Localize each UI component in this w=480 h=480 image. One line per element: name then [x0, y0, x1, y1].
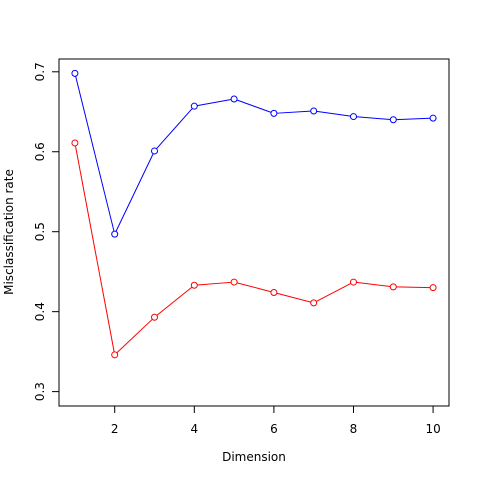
series-segment [316, 283, 352, 302]
series-segment [356, 281, 391, 288]
data-point [230, 95, 238, 103]
x-tick-label: 4 [190, 422, 198, 436]
data-point [71, 139, 79, 147]
data-point [190, 281, 198, 289]
data-point [190, 102, 198, 110]
x-axis: 2 4 6 8 10 [111, 405, 441, 436]
data-point [389, 116, 397, 124]
series-segment [75, 76, 115, 232]
series-2 [71, 139, 437, 359]
series-segment [74, 145, 115, 352]
series-1 [71, 69, 437, 238]
data-point [151, 147, 159, 155]
data-point [310, 299, 318, 307]
y-tick-label: 0.6 [33, 142, 47, 161]
data-point [270, 288, 278, 296]
x-tick-label: 10 [425, 422, 440, 436]
x-tick-label: 6 [270, 422, 278, 436]
x-tick-label: 2 [111, 422, 119, 436]
series-segment [197, 281, 232, 286]
y-tick-label: 0.5 [33, 222, 47, 241]
series-segment [276, 292, 311, 303]
series-layer [71, 69, 437, 359]
series-segment [236, 99, 272, 113]
data-point [151, 313, 159, 321]
y-tick-label: 0.4 [33, 302, 47, 321]
data-point [270, 109, 278, 117]
y-tick-label: 0.7 [33, 62, 47, 81]
series-segment [116, 318, 153, 354]
y-tick-label: 0.3 [33, 382, 47, 401]
data-point [349, 113, 357, 121]
series-segment [316, 110, 351, 117]
series-segment [156, 108, 193, 150]
series-segment [156, 286, 193, 316]
series-segment [115, 153, 154, 232]
data-point [111, 230, 119, 238]
x-axis-label: Dimension [222, 450, 286, 464]
data-point [111, 351, 119, 359]
series-segment [236, 282, 272, 293]
series-segment [197, 99, 232, 107]
y-axis: 0.3 0.4 0.5 0.6 0.7 [33, 62, 60, 401]
series-segment [396, 117, 431, 121]
y-axis-label: Misclassification rate [2, 169, 16, 295]
data-point [349, 278, 357, 286]
data-point [429, 284, 437, 292]
x-tick-label: 8 [350, 422, 358, 436]
series-segment [356, 116, 391, 121]
series-segment [396, 286, 431, 289]
data-point [230, 278, 238, 286]
data-point [71, 69, 79, 77]
series-segment [276, 110, 311, 114]
data-point [389, 283, 397, 291]
data-point [310, 107, 318, 115]
data-point [429, 114, 437, 122]
